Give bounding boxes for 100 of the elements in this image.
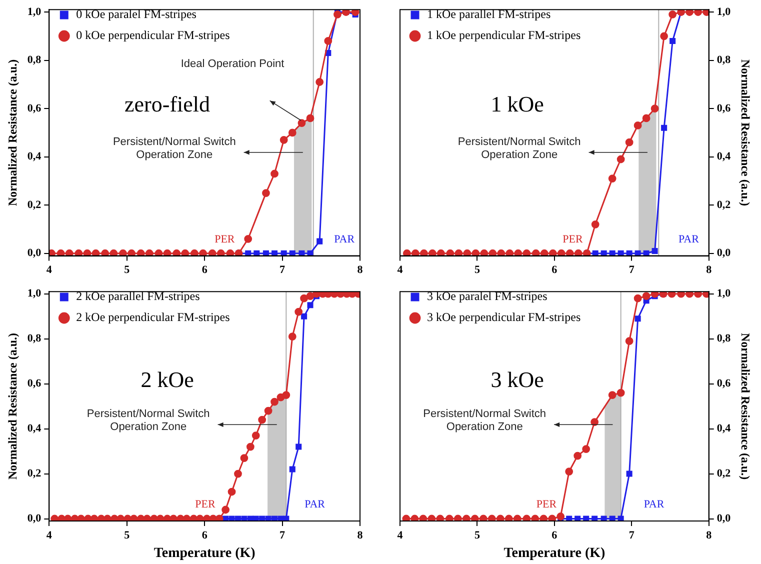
point [454, 249, 463, 256]
x-tick-label: 8 [706, 264, 712, 276]
point [694, 10, 702, 16]
point [324, 37, 332, 45]
x-tick-label: 8 [357, 529, 364, 542]
annotation: PER [195, 498, 216, 511]
point [116, 514, 125, 521]
point [506, 249, 514, 256]
point [234, 470, 242, 478]
point [600, 250, 607, 256]
x-axis-title: Temperature (K) [154, 546, 256, 562]
point [240, 454, 248, 462]
point [504, 514, 513, 521]
point [634, 294, 642, 302]
text: 3 kOe [490, 366, 544, 392]
point [540, 249, 548, 256]
point [222, 516, 229, 521]
x-tick-label: 5 [474, 264, 480, 276]
point [103, 514, 112, 521]
point [258, 416, 266, 424]
annotation: PAR [304, 498, 326, 511]
point [259, 516, 266, 521]
point [246, 442, 254, 451]
x-tick-label: 5 [474, 529, 480, 542]
x-tick-label: 7 [280, 529, 286, 542]
y-tick-label: 0,0 [27, 512, 42, 525]
band-label: Persistent/Normal Switch Operation Zone [112, 136, 236, 161]
point [609, 250, 616, 256]
point [288, 128, 296, 137]
y-tick-label: 0,2 [27, 198, 42, 211]
y2-tick-label: 0,4 [716, 422, 732, 435]
point [74, 249, 83, 256]
point [420, 249, 428, 256]
point [56, 249, 65, 256]
point [488, 514, 496, 521]
point [565, 468, 574, 476]
y-tick-label: 0,4 [27, 422, 42, 435]
point [634, 316, 641, 322]
point [252, 516, 259, 521]
point [298, 119, 306, 127]
y-tick-label: 0,4 [27, 150, 42, 163]
point [226, 249, 234, 256]
point [244, 234, 252, 243]
point [245, 250, 252, 256]
point [307, 250, 314, 256]
point [222, 506, 230, 514]
point [136, 249, 145, 256]
point [540, 514, 548, 521]
point [428, 514, 436, 521]
point [228, 516, 235, 521]
y2-tick-label: 0,6 [716, 102, 732, 114]
point [278, 516, 284, 521]
x-tick-label: 4 [46, 264, 52, 276]
x-tick-label: 4 [397, 529, 404, 542]
point [592, 516, 598, 521]
point [668, 292, 676, 298]
point [574, 249, 582, 256]
y2-tick-label: 0,8 [716, 54, 732, 66]
point [677, 292, 686, 298]
point [130, 514, 138, 521]
x-tick-label: 6 [552, 264, 558, 276]
point [618, 516, 624, 521]
point [307, 302, 314, 308]
point [566, 516, 572, 521]
point [163, 249, 172, 256]
legend-label: 3 kOe paralel FM-stripes [427, 289, 548, 304]
y-tick-label: 1,0 [27, 6, 42, 18]
y-tick-label: 0,2 [27, 468, 42, 480]
point [199, 249, 207, 256]
x-tick-label: 6 [202, 529, 208, 542]
point [334, 10, 342, 18]
point [252, 432, 260, 440]
point [143, 514, 152, 521]
point [531, 514, 540, 521]
point [228, 488, 236, 496]
legend-label: 2 kOe perpendicular FM-stripes [76, 310, 230, 324]
x-tick-label: 5 [124, 264, 130, 276]
point [488, 249, 497, 256]
point [294, 308, 303, 316]
point [618, 250, 624, 256]
point [296, 444, 302, 450]
point [582, 445, 590, 453]
y2-tick-label: 0,4 [716, 150, 732, 163]
legend-label: 1 kOe perpendicular FM-stripes [427, 28, 581, 42]
y2-tick-label: 0,2 [716, 468, 732, 480]
point [265, 516, 272, 521]
point [462, 514, 470, 521]
point [181, 249, 190, 256]
point [101, 249, 110, 256]
point [280, 136, 288, 144]
x-tick-label: 7 [280, 264, 286, 276]
annotation: PAR [678, 233, 700, 246]
point [608, 391, 616, 400]
x-tick-label: 4 [46, 529, 52, 542]
point [64, 514, 72, 521]
point [289, 466, 296, 472]
point [650, 104, 659, 113]
band-label: Persistent/Normal Switch Operation Zone [86, 408, 210, 434]
point [254, 250, 260, 256]
point [172, 249, 181, 256]
